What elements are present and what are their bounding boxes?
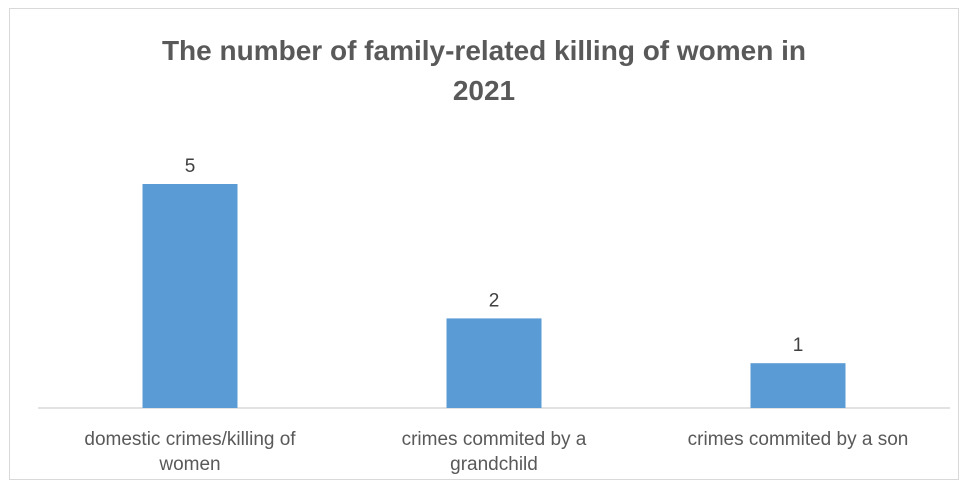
category-label-2-line-0: crimes commited by a son — [688, 429, 909, 450]
chart-title-line-1: The number of family-related killing of … — [162, 35, 806, 66]
bars-group — [142, 184, 846, 408]
bar-2 — [750, 363, 846, 408]
value-label-1: 2 — [489, 290, 500, 311]
category-labels-group: domestic crimes/killing of women crimes co… — [84, 429, 908, 475]
category-label-0-line-1: women — [158, 454, 220, 475]
value-labels-group: 5 2 1 — [185, 156, 804, 356]
bar-1 — [446, 318, 542, 408]
bar-0 — [142, 184, 238, 408]
chart-title-line-2: 2021 — [453, 75, 515, 106]
category-label-1-line-0: crimes commited by a — [402, 429, 587, 450]
category-label-0-line-0: domestic crimes/killing of — [84, 429, 296, 450]
category-label-1-line-1: grandchild — [450, 454, 538, 475]
value-label-0: 5 — [185, 156, 196, 177]
value-label-2: 1 — [793, 335, 804, 356]
